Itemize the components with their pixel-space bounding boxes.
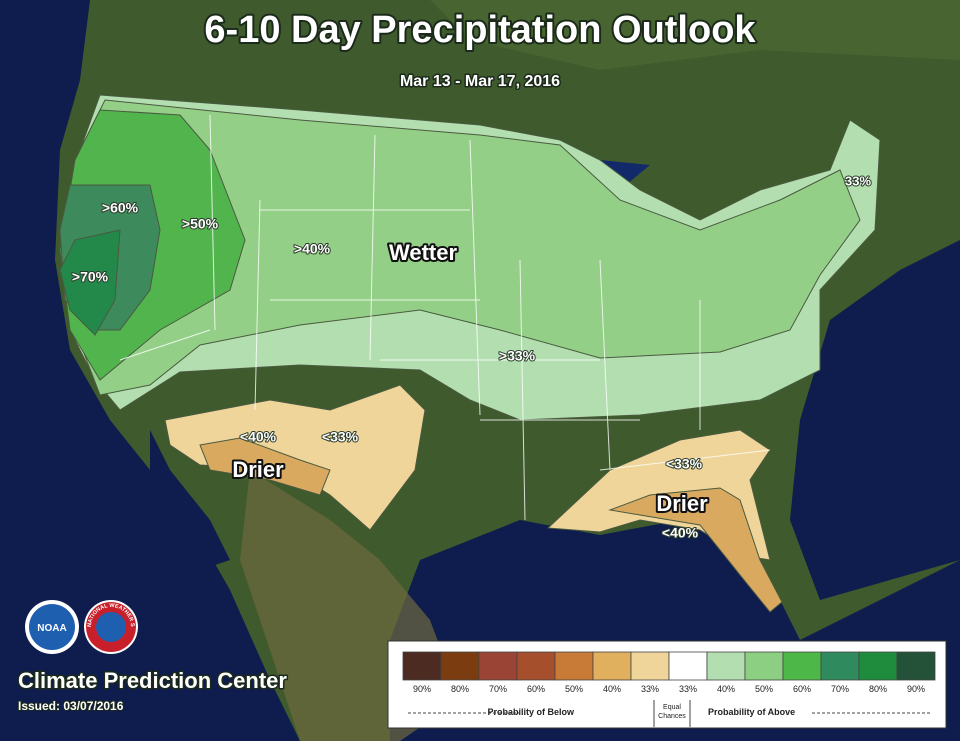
legend-label: 40% bbox=[717, 684, 735, 694]
legend-swatch bbox=[706, 651, 746, 681]
legend-swatch bbox=[820, 651, 860, 681]
legend-below: Probability of Below bbox=[487, 707, 575, 717]
legend-label: 50% bbox=[565, 684, 583, 694]
legend-swatch bbox=[516, 651, 556, 681]
legend-above: Probability of Above bbox=[708, 707, 795, 717]
region-below-40-sw bbox=[199, 437, 331, 496]
legend-label: 50% bbox=[755, 684, 773, 694]
probability-label: <33% bbox=[322, 429, 359, 445]
state-lines bbox=[119, 114, 771, 521]
probability-label: <40% bbox=[240, 429, 277, 445]
legend-swatch bbox=[440, 651, 480, 681]
canada bbox=[430, 0, 960, 70]
legend-label: 33% bbox=[641, 684, 659, 694]
probability-label: >33% bbox=[499, 348, 536, 364]
region-above-40 bbox=[64, 99, 861, 396]
legend-label: 60% bbox=[793, 684, 811, 694]
legend-swatch bbox=[402, 651, 442, 681]
noaa-logo-inner bbox=[29, 604, 75, 650]
probability-label: >60% bbox=[102, 200, 139, 216]
noaa-text: NOAA bbox=[37, 623, 66, 634]
category-label: Wetter bbox=[389, 240, 457, 265]
legend-swatch bbox=[592, 651, 632, 681]
legend-label: 33% bbox=[679, 684, 697, 694]
probability-label: <33% bbox=[666, 456, 703, 472]
legend-swatch bbox=[782, 651, 822, 681]
probability-label: 33% bbox=[845, 173, 871, 188]
region-below-33-sw bbox=[164, 384, 426, 531]
probability-label: <40% bbox=[662, 525, 699, 541]
gulf-california bbox=[150, 430, 230, 565]
center-name: Climate Prediction Center bbox=[18, 668, 287, 693]
category-label: Drier bbox=[656, 491, 708, 516]
map-labels: >60% >50% >70% >40% Wetter 33% >33% <40% <33% Dri… bbox=[71, 172, 873, 541]
region-below-40-se bbox=[608, 487, 783, 613]
legend-equal: Equal Chances bbox=[658, 704, 686, 720]
legend-swatch bbox=[896, 651, 936, 681]
probability-label: >50% bbox=[182, 216, 219, 232]
title: 6-10 Day Precipitation Outlook bbox=[204, 9, 756, 51]
legend-swatch bbox=[630, 651, 670, 681]
pacific bbox=[0, 0, 300, 741]
region-above-70 bbox=[59, 229, 121, 336]
legend-label: 70% bbox=[831, 684, 849, 694]
legend: 90% 80% 70% 60% 50% 40% 33% 33% 40% 50% 60% 70% 80% 9… bbox=[402, 651, 936, 694]
legend-label: 90% bbox=[413, 684, 431, 694]
nws-logo-inner bbox=[96, 612, 126, 642]
legend-label: 70% bbox=[489, 684, 507, 694]
legend-label: 90% bbox=[907, 684, 925, 694]
legend-swatch bbox=[478, 651, 518, 681]
legend-swatch bbox=[744, 651, 784, 681]
legend-label: 60% bbox=[527, 684, 545, 694]
legend-swatch bbox=[668, 651, 708, 681]
legend-label: 80% bbox=[869, 684, 887, 694]
legend-equal-line: Equal bbox=[663, 704, 681, 711]
probability-label: >70% bbox=[72, 269, 109, 285]
probability-label: >40% bbox=[294, 241, 331, 257]
legend-equal-line: Chances bbox=[658, 713, 686, 720]
subtitle: Mar 13 - Mar 17, 2016 bbox=[400, 73, 560, 90]
legend-swatch bbox=[858, 651, 898, 681]
issued-date: Issued: 03/07/2016 bbox=[18, 699, 124, 713]
legend-label: 80% bbox=[451, 684, 469, 694]
outlook-regions bbox=[59, 94, 881, 613]
atlantic bbox=[790, 240, 960, 600]
legend-label: 40% bbox=[603, 684, 621, 694]
category-label: Drier bbox=[232, 457, 284, 482]
legend-swatch bbox=[554, 651, 594, 681]
